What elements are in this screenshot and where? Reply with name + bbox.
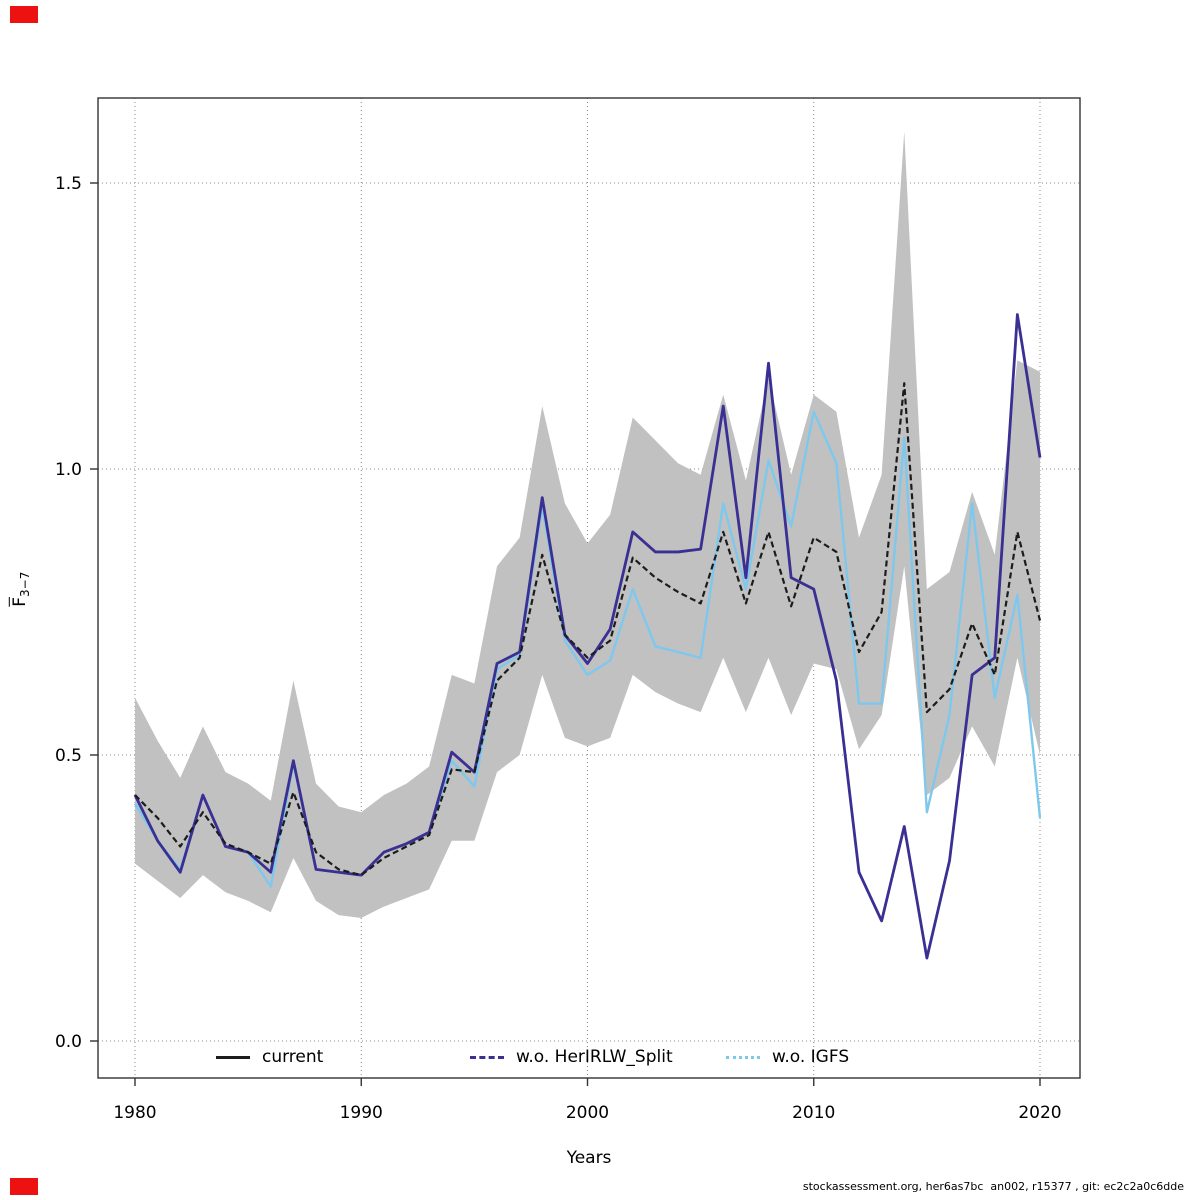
plot-frame [97,97,1081,1079]
x-axis-title: Years [566,1148,612,1168]
y-tick-label-1.5: 1.5 [55,174,82,194]
footer-attribution: stockassessment.org, her6as7bc an002, r1… [802,1180,1184,1193]
line-wo-herirlw-split [133,313,1042,960]
x-tick-label-2010: 2010 [792,1103,835,1123]
legend-label-wo-igfs: w.o. IGFS [772,1047,850,1067]
legend-item-current: current [216,1044,323,1070]
legend-item-wo-igfs: w.o. IGFS [726,1044,849,1070]
legend-line-sample-wo-igfs [726,1055,760,1059]
y-tick-label-0.0: 0.0 [55,1032,82,1052]
red-corner-marker-bottom [10,1178,38,1195]
legend: current w.o. HerIRLW_Split w.o. IGFS [0,1044,1200,1070]
line-current [134,382,1042,877]
legend-label-wo-herirlw-split: w.o. HerIRLW_Split [516,1047,673,1067]
x-tick-label-2000: 2000 [566,1103,609,1123]
x-tick-label-2020: 2020 [1018,1103,1061,1123]
y-tick-label-1.0: 1.0 [55,460,82,480]
y-axis-title-sub: 3−7 [18,571,33,597]
x-tick-label-1980: 1980 [113,1103,156,1123]
confidence-band [135,131,1040,919]
legend-line-sample-current [216,1055,250,1059]
y-axis-title: F3−7 [10,534,32,644]
legend-label-current: current [262,1047,324,1067]
x-tick-label-1990: 1990 [340,1103,383,1123]
y-tick-label-0.5: 0.5 [55,746,82,766]
y-axis-title-main: F [9,596,30,607]
legend-line-sample-wo-herirlw-split [470,1055,504,1059]
legend-item-wo-herirlw-split: w.o. HerIRLW_Split [470,1044,673,1070]
red-corner-marker-top [10,6,38,23]
